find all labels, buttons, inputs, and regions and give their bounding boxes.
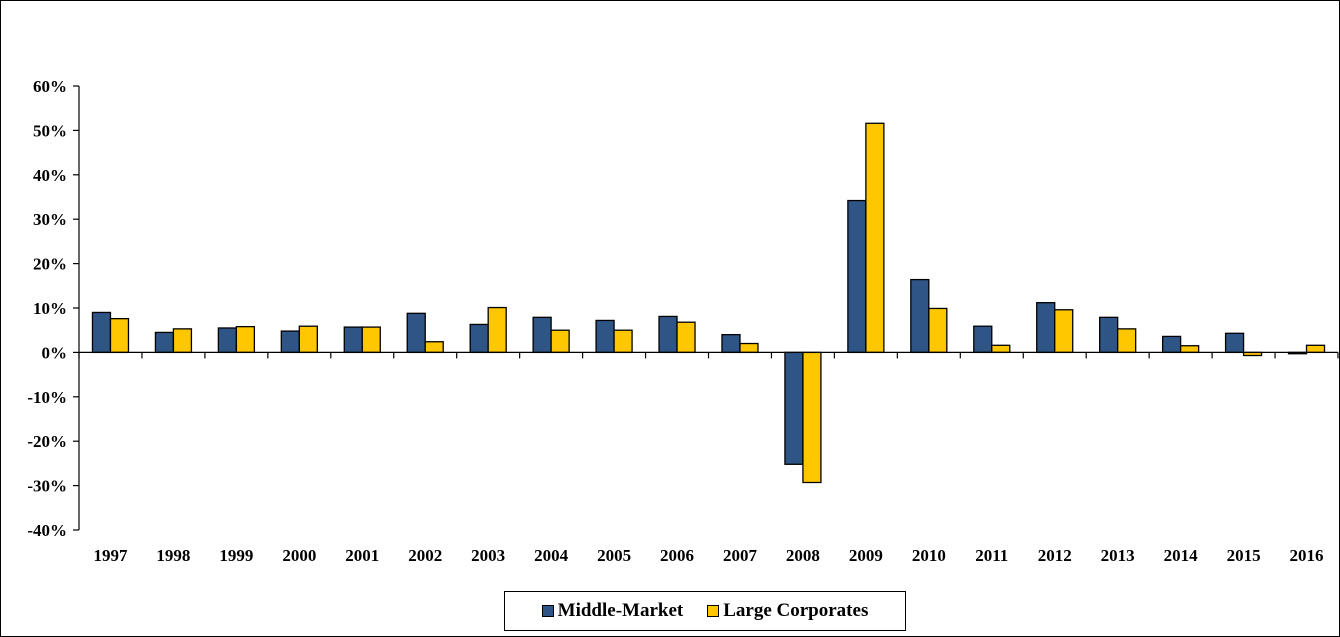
bar-large-corporates-2016	[1305, 344, 1326, 354]
x-tick-label: 2000	[282, 546, 316, 565]
bar-large-corporates-2012	[1054, 309, 1074, 354]
bar-large-corporates-1999	[235, 325, 256, 354]
bar-large-corporates-1998	[172, 328, 193, 354]
x-tick-label: 2013	[1101, 546, 1135, 565]
bar-large-corporates-2003	[487, 306, 507, 354]
y-tick-label: -20%	[27, 432, 67, 451]
bar-large-corporates-2004	[550, 329, 570, 354]
bar-large-corporates-2007	[739, 342, 759, 354]
bar-middle-market-2012	[1036, 302, 1056, 354]
bar-middle-market-1998	[154, 331, 175, 354]
bar-middle-market-2001	[343, 326, 363, 354]
bar-middle-market-2010	[910, 278, 930, 354]
bar-large-corporates-1997	[109, 318, 130, 354]
x-tick-label: 2011	[975, 546, 1008, 565]
x-tick-label: 2006	[660, 546, 694, 565]
y-tick-label: 0%	[42, 343, 68, 362]
x-tick-label: 1997	[93, 546, 128, 565]
x-tick-label: 2007	[723, 546, 758, 565]
x-tick-label: 2010	[912, 546, 946, 565]
bar-large-corporates-2005	[613, 329, 633, 354]
x-tick-label: 2005	[597, 546, 631, 565]
x-tick-label: 1998	[156, 546, 190, 565]
y-tick-label: 50%	[33, 121, 67, 140]
x-tick-label: 2012	[1038, 546, 1072, 565]
x-tick-label: 2001	[345, 546, 379, 565]
x-tick-label: 2008	[786, 546, 820, 565]
y-tick-label: 20%	[33, 255, 67, 274]
y-tick-label: 40%	[33, 166, 67, 185]
bar-middle-market-2006	[658, 315, 678, 354]
tick-labels-group: -40% -30% -20% -10% 0% 10% 20% 30% 40% 50% 60% 1997…	[27, 77, 1323, 565]
bar-large-corporates-2008	[802, 351, 822, 484]
bar-middle-market-2004	[532, 316, 552, 354]
legend-item-middle-market: Middle-Market	[541, 600, 684, 622]
x-tick-label: 1999	[219, 546, 253, 565]
bar-middle-market-2005	[595, 319, 615, 354]
bar-middle-market-1997	[91, 311, 112, 354]
x-tick-label: 2014	[1164, 546, 1199, 565]
bar-middle-market-2015	[1224, 332, 1245, 354]
bar-large-corporates-2011	[991, 344, 1011, 354]
bar-middle-market-2002	[406, 312, 426, 354]
bar-middle-market-2009	[847, 199, 867, 354]
bar-middle-market-1999	[217, 327, 238, 354]
bar-middle-market-2013	[1099, 316, 1119, 354]
bar-middle-market-2008	[784, 351, 804, 465]
bar-large-corporates-2014	[1179, 345, 1200, 354]
bar-middle-market-2014	[1161, 335, 1182, 354]
x-tick-label: 2009	[849, 546, 883, 565]
x-tick-label: 2002	[408, 546, 442, 565]
legend-swatch-large-corporates	[707, 605, 720, 617]
bar-large-corporates-2002	[424, 341, 444, 354]
legend: Middle-Market Large Corporates	[504, 591, 906, 631]
legend-item-large-corporates: Large Corporates	[707, 600, 868, 622]
y-tick-label: 30%	[33, 210, 67, 229]
x-tick-label: 2003	[471, 546, 505, 565]
bar-middle-market-2011	[973, 325, 993, 354]
y-tick-label: -10%	[27, 388, 67, 407]
bar-middle-market-2007	[721, 333, 741, 354]
bar-large-corporates-2009	[865, 122, 885, 354]
legend-label-large-corporates: Large Corporates	[723, 600, 869, 621]
bar-large-corporates-2001	[361, 326, 381, 354]
bar-large-corporates-2000	[298, 325, 318, 354]
legend-swatch-middle-market	[541, 605, 554, 617]
bar-large-corporates-2013	[1117, 328, 1137, 354]
axes-group	[73, 85, 1339, 531]
bar-large-corporates-2010	[928, 307, 948, 354]
x-tick-label: 2015	[1227, 546, 1261, 565]
bar-middle-market-2000	[280, 330, 300, 354]
y-tick-label: -40%	[27, 521, 67, 540]
bars-group	[91, 122, 1326, 484]
bar-large-corporates-2006	[676, 321, 696, 354]
y-tick-label: 60%	[33, 77, 67, 96]
bar-middle-market-2003	[469, 323, 489, 354]
y-tick-label: 10%	[33, 299, 67, 318]
y-tick-label: -30%	[27, 477, 67, 496]
x-tick-label: 2016	[1290, 546, 1324, 565]
legend-label-middle-market: Middle-Market	[557, 600, 684, 621]
x-tick-label: 2004	[534, 546, 569, 565]
